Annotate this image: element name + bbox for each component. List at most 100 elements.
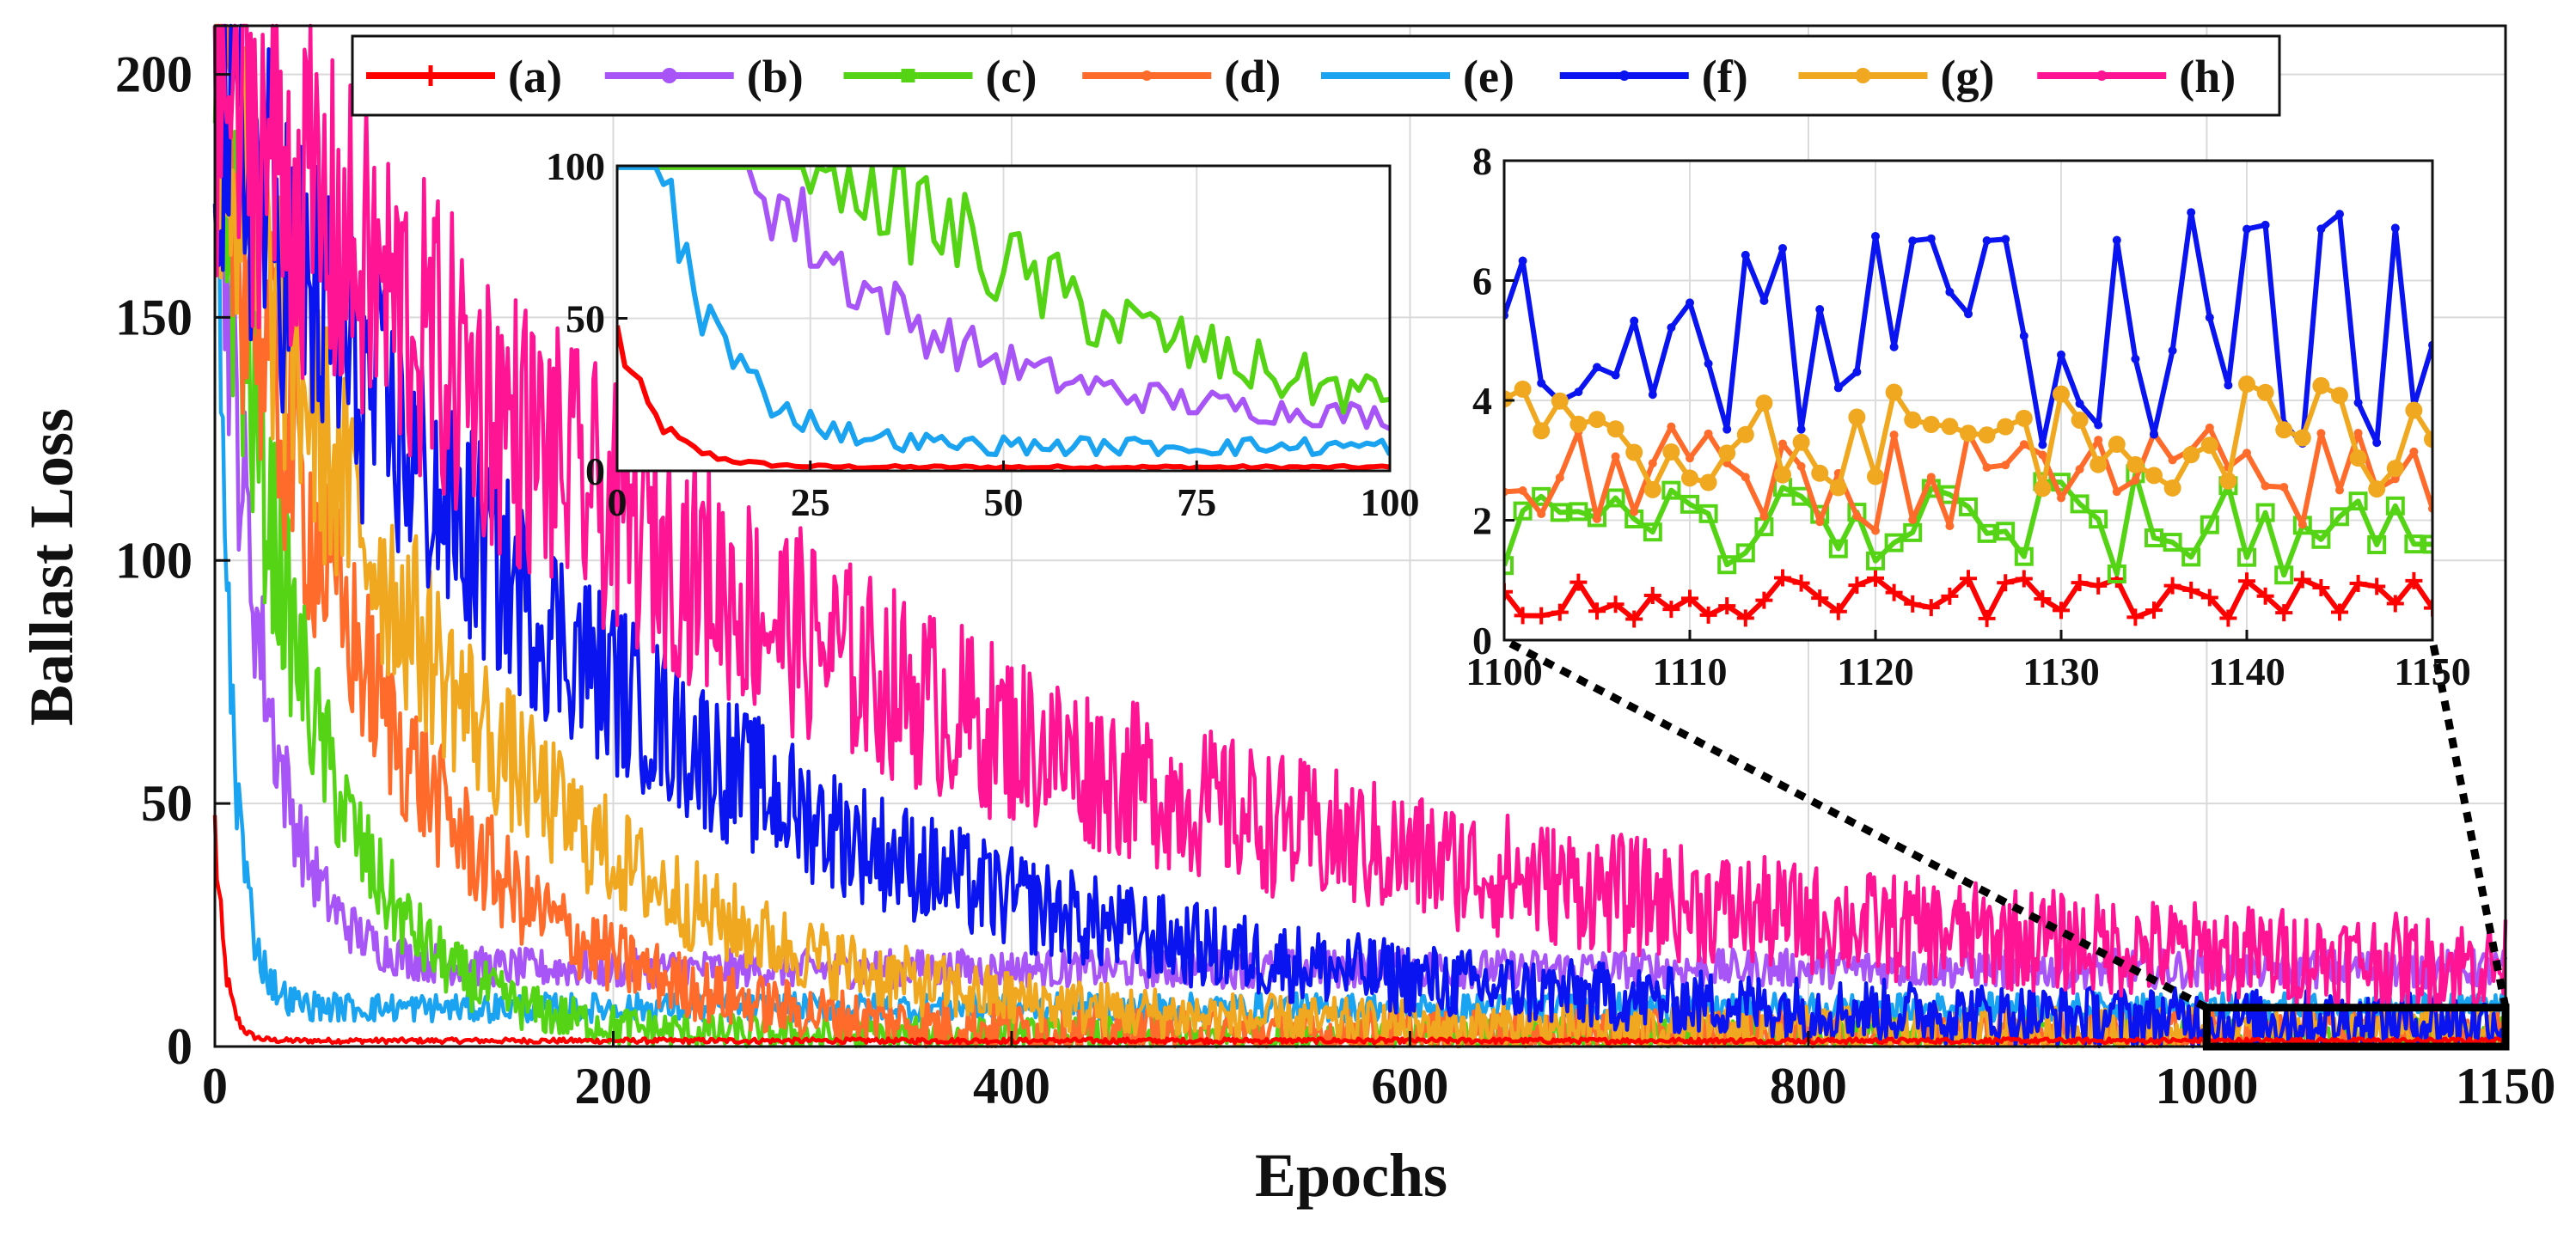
inset-x-tick-label: 1110: [1653, 650, 1728, 693]
inset-marker: [1755, 394, 1773, 412]
axis-titles: Epochs Ballast Loss: [17, 408, 1447, 1210]
inset-marker: [1686, 454, 1694, 463]
inset-marker: [1667, 323, 1676, 333]
inset-marker: [1964, 309, 1973, 319]
inset-marker: [2424, 430, 2432, 449]
inset-marker: [2331, 387, 2348, 405]
inset-marker: [2368, 577, 2386, 595]
inset-series-line-c: [1504, 471, 2432, 578]
inset-marker: [2090, 455, 2108, 473]
inset-marker: [2275, 604, 2293, 622]
inset-marker: [2224, 381, 2233, 390]
x-tick-label: 600: [1371, 1058, 1448, 1114]
inset-x-tick-label: 100: [1361, 480, 1420, 524]
inset-marker: [1681, 589, 1698, 607]
inset-marker: [1518, 256, 1527, 266]
inset-marker: [1828, 539, 1848, 558]
inset-marker: [1630, 316, 1639, 326]
inset-marker: [2181, 547, 2201, 567]
inset-marker: [1741, 473, 1750, 482]
inset-marker: [1514, 380, 1532, 398]
inset-marker: [2405, 401, 2423, 419]
inset-marker: [1960, 424, 1977, 442]
inset-marker: [2126, 455, 2145, 473]
inset-marker: [2348, 491, 2368, 511]
legend-label: (f): [1702, 51, 1748, 102]
inset-y-tick-label: 4: [1472, 379, 1492, 423]
legend-item-b: (b): [604, 51, 804, 102]
inset-marker: [1922, 599, 1940, 617]
legend-item-d: (d): [1082, 51, 1281, 102]
inset-marker: [1606, 420, 1625, 438]
legend-item-h: (h): [2037, 51, 2236, 102]
inset-marker: [2015, 570, 2033, 588]
inset-marker: [2238, 375, 2255, 394]
inset-ticks: 1100 1110 1120 1130 1140 1150 0 2 4 6 8: [1465, 139, 2470, 693]
inset-marker: [2168, 345, 2177, 355]
inset-marker: [2150, 430, 2158, 439]
series-line-h: [212, 23, 2508, 1013]
inset-marker: [1574, 388, 1583, 397]
inset-marker: [2335, 210, 2344, 219]
inset-marker: [1643, 480, 1661, 498]
y-tick-label: 50: [141, 775, 193, 832]
inset-marker: [1593, 514, 1601, 523]
inset-marker: [1759, 296, 1769, 306]
inset-marker: [1504, 390, 1513, 408]
legend-marker: [901, 69, 915, 82]
inset-marker: [1611, 452, 1620, 461]
inset-marker: [2243, 449, 2251, 458]
inset-marker: [2335, 485, 2344, 495]
inset-marker: [1959, 497, 1978, 516]
inset-marker: [1926, 234, 1936, 243]
inset-marker: [1699, 606, 1717, 624]
inset-marker: [2405, 571, 2423, 589]
inset-marker: [1978, 426, 1996, 444]
inset-x-tick-label: 75: [1177, 480, 1216, 524]
inset-marker: [2034, 479, 2052, 497]
legend-label: (e): [1463, 51, 1514, 102]
inset-marker: [1941, 418, 1959, 436]
inset-series-line-e: [617, 166, 1390, 458]
inset-marker: [1848, 577, 1866, 595]
y-tick-label: 0: [167, 1018, 193, 1075]
inset-marker: [1945, 287, 1955, 296]
inset-marker: [2112, 235, 2121, 245]
inset-marker: [2070, 494, 2090, 514]
inset-marker: [1755, 591, 1773, 609]
inset-marker: [1504, 583, 1513, 601]
inset-marker: [2145, 467, 2163, 485]
inset-marker: [1889, 342, 1899, 351]
inset-marker: [2034, 590, 2052, 608]
inset-marker: [2200, 515, 2219, 534]
inset-marker: [1551, 603, 1569, 621]
inset-marker: [2274, 565, 2294, 585]
inset-ticks: 0 25 50 75 100 0 50 100: [546, 144, 1420, 524]
inset-marker: [1704, 429, 1713, 438]
inset-marker: [2163, 479, 2181, 497]
inset-marker: [1852, 367, 1862, 376]
inset-marker: [1662, 442, 1680, 461]
inset-marker: [1811, 464, 1829, 482]
inset-marker: [2275, 421, 2293, 439]
inset-marker: [2014, 546, 2034, 566]
inset-marker: [1908, 515, 1918, 524]
inset-marker: [1867, 467, 1884, 485]
inset-marker: [1569, 573, 1588, 591]
inset-marker: [1550, 503, 1569, 522]
inset-marker: [1698, 504, 1718, 523]
inset-marker: [1643, 522, 1662, 542]
inset-marker: [1741, 250, 1750, 259]
legend-item-f: (f): [1559, 51, 1748, 102]
inset-marker: [1848, 408, 1866, 426]
inset-marker: [1885, 383, 1903, 401]
inset-marker: [1884, 533, 1904, 552]
inset-marker: [2163, 533, 2182, 552]
inset-marker: [2205, 423, 2214, 432]
inset-marker: [2261, 220, 2270, 229]
inset-marker: [2256, 383, 2274, 401]
inset-marker: [1926, 473, 1936, 482]
inset-marker: [1722, 424, 1732, 434]
inset-marker: [1533, 607, 1551, 625]
inset-marker: [1978, 609, 1996, 627]
